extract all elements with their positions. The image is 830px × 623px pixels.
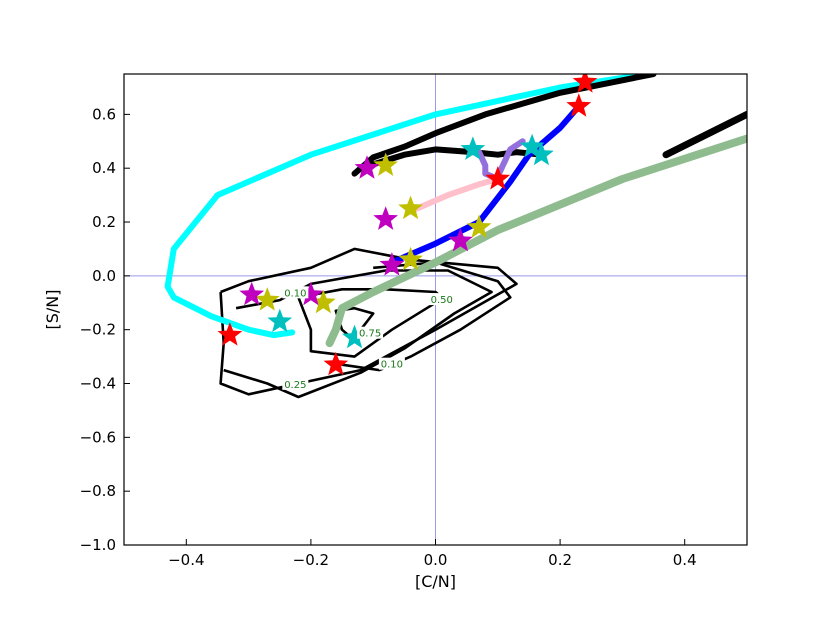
star-marker (239, 281, 265, 306)
star-marker (254, 287, 280, 311)
contour-line (297, 287, 449, 358)
star-marker (311, 289, 336, 314)
contour-label: 0.50 (431, 295, 453, 306)
star-marker (398, 195, 423, 220)
y-axis-ticks: −1.0 −0.8 −0.6 −0.4 −0.2 0.0 0.2 0.4 0.6 (80, 105, 130, 554)
star-marker (485, 166, 511, 190)
star-marker (217, 322, 243, 346)
series-line (351, 74, 657, 177)
y-tick-label: 0.0 (92, 267, 116, 285)
star-marker (379, 252, 405, 276)
contour-label: 0.10 (284, 288, 306, 299)
contour-label-background (282, 286, 309, 299)
contour-label-background (282, 377, 309, 390)
y-tick-label: 0.4 (92, 159, 116, 177)
x-tick-label: −0.2 (293, 551, 329, 569)
series-line (662, 110, 747, 159)
star-marker (298, 281, 324, 306)
x-axis-ticks: −0.4 −0.2 0.0 0.2 0.4 (168, 539, 697, 569)
star-marker (398, 246, 423, 271)
star-marker (460, 136, 486, 160)
y-tick-label: −0.2 (80, 321, 116, 339)
star-marker (448, 227, 473, 252)
series-line (388, 103, 582, 266)
reference-lines (124, 74, 747, 545)
y-tick-label: 0.2 (92, 213, 116, 231)
x-tick-label: −0.4 (168, 551, 204, 569)
star-marker (466, 214, 492, 238)
contour-label-background (428, 293, 455, 306)
star-marker (323, 351, 349, 376)
x-tick-label: 0.2 (548, 551, 572, 569)
star-marker (566, 93, 592, 117)
series-line (494, 138, 526, 180)
y-tick-label: −0.8 (80, 482, 116, 500)
contour-label: 0.10 (381, 360, 403, 371)
x-axis-label: [C/N] (415, 572, 456, 591)
star-marker (572, 74, 598, 93)
star-markers (217, 74, 598, 376)
contour-label-background (378, 357, 405, 370)
star-marker (354, 155, 380, 179)
contour-labels: 0.10 0.10 0.25 0.50 0.75 (282, 286, 455, 391)
y-axis-label: [S/N] (43, 290, 62, 330)
contour-line (219, 247, 518, 396)
star-marker (529, 141, 554, 166)
contour-label: 0.75 (359, 329, 381, 340)
y-tick-label: −1.0 (80, 536, 116, 554)
contour-label: 0.25 (284, 380, 306, 391)
star-marker (342, 324, 367, 349)
series-line (413, 176, 501, 212)
star-marker (373, 206, 398, 230)
series-line (164, 74, 651, 339)
x-tick-label: 0.4 (673, 551, 697, 569)
star-marker (519, 133, 545, 158)
y-tick-label: −0.4 (80, 375, 116, 393)
y-tick-label: 0.6 (92, 105, 116, 123)
star-marker (267, 308, 293, 333)
series-line (325, 134, 747, 348)
x-tick-label: 0.0 (424, 551, 448, 569)
y-tick-label: −0.6 (80, 428, 116, 446)
star-marker (373, 152, 398, 176)
contour-label-background (357, 326, 384, 339)
